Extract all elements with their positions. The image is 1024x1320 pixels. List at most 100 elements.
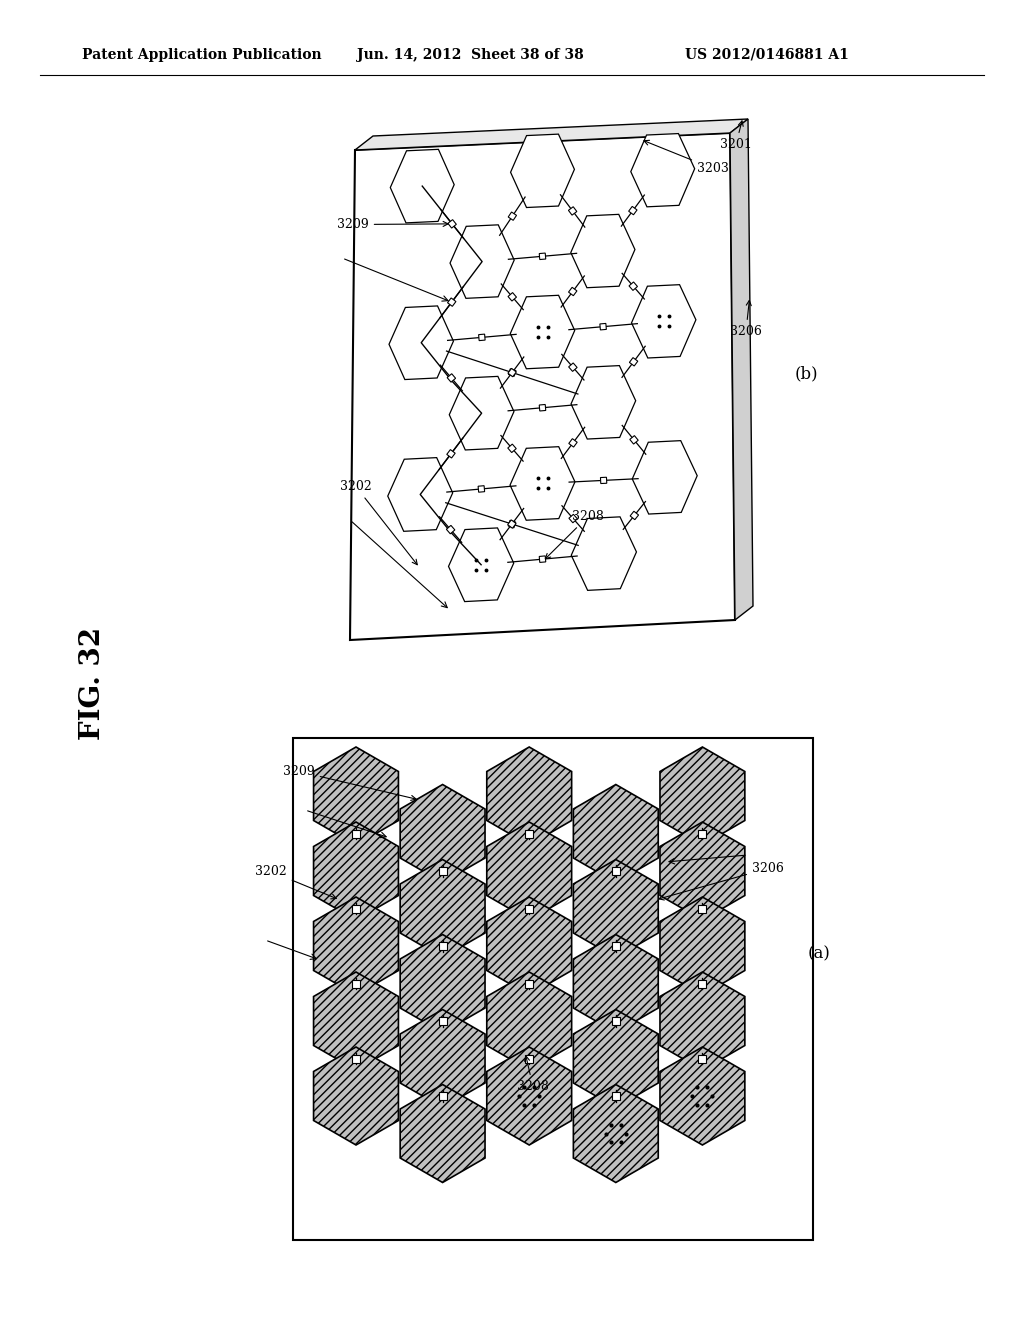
Polygon shape — [508, 293, 516, 301]
Polygon shape — [698, 979, 707, 987]
Polygon shape — [478, 486, 484, 492]
Polygon shape — [508, 520, 516, 528]
Text: (a): (a) — [808, 945, 830, 962]
Polygon shape — [569, 515, 578, 523]
Polygon shape — [611, 942, 620, 950]
Text: 3206: 3206 — [658, 862, 784, 900]
Polygon shape — [573, 859, 658, 957]
Polygon shape — [313, 822, 398, 920]
Polygon shape — [486, 747, 571, 845]
Text: US 2012/0146881 A1: US 2012/0146881 A1 — [685, 48, 849, 62]
Polygon shape — [486, 822, 571, 920]
Polygon shape — [660, 1047, 744, 1144]
Polygon shape — [438, 1016, 446, 1026]
Polygon shape — [568, 363, 578, 371]
Polygon shape — [509, 368, 516, 376]
Polygon shape — [447, 374, 456, 383]
Text: 3202: 3202 — [340, 480, 417, 565]
Polygon shape — [525, 979, 534, 987]
Polygon shape — [611, 1092, 620, 1100]
Text: Jun. 14, 2012  Sheet 38 of 38: Jun. 14, 2012 Sheet 38 of 38 — [357, 48, 584, 62]
Polygon shape — [352, 904, 360, 912]
Polygon shape — [508, 213, 516, 220]
Polygon shape — [630, 511, 639, 520]
Polygon shape — [660, 822, 744, 920]
Text: 3201: 3201 — [720, 121, 752, 150]
Polygon shape — [571, 517, 637, 590]
Polygon shape — [611, 1016, 620, 1026]
Text: 3203: 3203 — [644, 140, 729, 176]
Polygon shape — [438, 942, 446, 950]
Polygon shape — [511, 135, 574, 207]
Polygon shape — [400, 859, 485, 957]
Polygon shape — [400, 1085, 485, 1183]
Polygon shape — [352, 1055, 360, 1063]
Polygon shape — [573, 784, 658, 883]
Text: 3209: 3209 — [283, 766, 416, 800]
Polygon shape — [352, 979, 360, 987]
Polygon shape — [313, 898, 398, 995]
Polygon shape — [486, 1047, 571, 1144]
Polygon shape — [508, 444, 516, 453]
Polygon shape — [568, 207, 577, 215]
Polygon shape — [486, 898, 571, 995]
Polygon shape — [508, 520, 516, 528]
Polygon shape — [486, 972, 571, 1071]
Text: 3208: 3208 — [546, 510, 604, 558]
Polygon shape — [573, 1085, 658, 1183]
Polygon shape — [525, 904, 534, 912]
Polygon shape — [630, 436, 638, 444]
Polygon shape — [313, 972, 398, 1071]
Polygon shape — [698, 1055, 707, 1063]
Polygon shape — [698, 829, 707, 837]
Polygon shape — [350, 133, 735, 640]
Text: 3202: 3202 — [255, 865, 336, 899]
Polygon shape — [568, 288, 577, 296]
Polygon shape — [449, 528, 514, 602]
Polygon shape — [446, 450, 456, 458]
Text: 3208: 3208 — [517, 1056, 549, 1093]
Text: 3209: 3209 — [337, 218, 449, 231]
Polygon shape — [632, 441, 697, 513]
Polygon shape — [400, 935, 485, 1032]
Polygon shape — [478, 334, 485, 341]
Polygon shape — [570, 214, 635, 288]
Polygon shape — [400, 1010, 485, 1107]
Polygon shape — [388, 458, 453, 532]
Polygon shape — [313, 1047, 398, 1144]
Polygon shape — [540, 253, 546, 260]
Polygon shape — [510, 446, 574, 520]
Bar — [293, 738, 813, 1239]
Polygon shape — [525, 829, 534, 837]
Polygon shape — [446, 525, 455, 533]
Polygon shape — [629, 282, 638, 290]
Polygon shape — [600, 478, 607, 483]
Polygon shape — [447, 298, 456, 306]
Polygon shape — [438, 1092, 446, 1100]
Polygon shape — [573, 1010, 658, 1107]
Text: Patent Application Publication: Patent Application Publication — [82, 48, 322, 62]
Polygon shape — [400, 784, 485, 883]
Polygon shape — [438, 867, 446, 875]
Polygon shape — [450, 376, 514, 450]
Polygon shape — [447, 219, 457, 228]
Polygon shape — [698, 904, 707, 912]
Polygon shape — [508, 368, 516, 376]
Polygon shape — [540, 556, 546, 562]
Polygon shape — [660, 747, 744, 845]
Polygon shape — [390, 149, 455, 223]
Polygon shape — [313, 747, 398, 845]
Text: FIG. 32: FIG. 32 — [79, 627, 105, 739]
Polygon shape — [389, 306, 454, 380]
Polygon shape — [450, 224, 514, 298]
Polygon shape — [632, 285, 696, 358]
Polygon shape — [540, 404, 546, 411]
Polygon shape — [525, 1055, 534, 1063]
Polygon shape — [568, 438, 578, 447]
Polygon shape — [600, 323, 606, 330]
Polygon shape — [630, 358, 638, 366]
Polygon shape — [352, 829, 360, 837]
Polygon shape — [730, 119, 753, 620]
Polygon shape — [573, 935, 658, 1032]
Text: 3206: 3206 — [730, 301, 762, 338]
